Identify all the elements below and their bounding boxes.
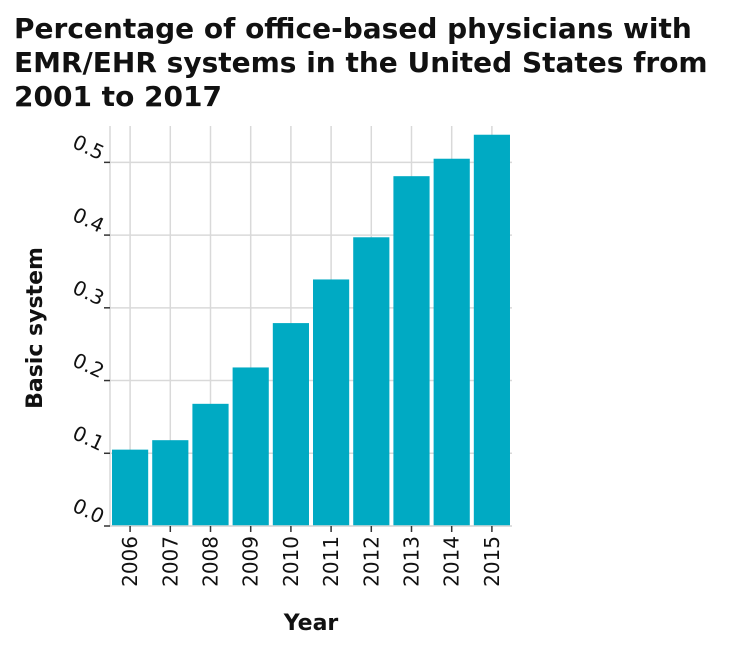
bar-2007 [152, 440, 189, 526]
bar-2010 [272, 323, 309, 526]
chart-title: Percentage of office-based physicians wi… [14, 12, 708, 113]
bar-2014 [433, 158, 470, 526]
y-tick-label: 0.5 [69, 130, 108, 165]
y-axis-label: Basic system [23, 247, 48, 409]
x-tick-labels: 2006 2007 2008 2009 2010 2011 2012 2013 2014 2015 [118, 536, 504, 587]
x-axis-label: Year [283, 611, 339, 636]
bar-2011 [313, 279, 350, 526]
axes [104, 126, 512, 532]
y-tick-label: 0.3 [69, 275, 108, 310]
x-tick-label: 2011 [319, 536, 343, 587]
x-tick-label: 2007 [158, 536, 182, 587]
x-tick-label: 2006 [118, 536, 142, 587]
x-tick-label: 2008 [199, 536, 223, 587]
y-tick-label: 0.1 [69, 421, 108, 456]
x-tick-label: 2010 [279, 536, 303, 587]
x-tick-label: 2012 [359, 536, 383, 587]
bar-2015 [473, 134, 510, 526]
bar-2008 [192, 403, 229, 526]
bars [112, 134, 510, 527]
y-tick-labels: 0.0 0.1 0.2 0.3 0.4 0.5 [69, 130, 108, 529]
x-tick-label: 2009 [239, 536, 263, 587]
bar-2009 [232, 367, 269, 526]
y-tick-label: 0.2 [69, 348, 108, 383]
bar-2013 [393, 176, 430, 526]
x-tick-label: 2014 [440, 536, 464, 587]
x-tick-label: 2013 [400, 536, 424, 587]
y-tick-label: 0.4 [69, 202, 108, 237]
y-tick-label: 0.0 [69, 493, 108, 528]
bar-2006 [112, 449, 149, 526]
bar-2012 [353, 237, 390, 527]
x-tick-label: 2015 [480, 536, 504, 587]
